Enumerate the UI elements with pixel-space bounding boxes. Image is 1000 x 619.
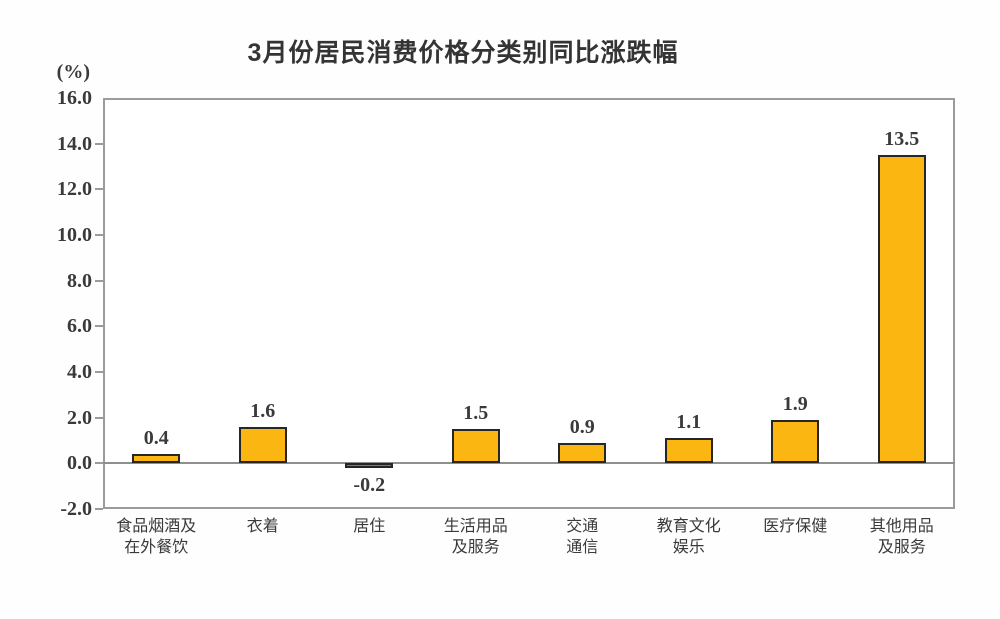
bar-value-label: 1.9 [782, 392, 808, 415]
y-axis-tick [95, 462, 103, 465]
y-axis-tick-label: 4.0 [67, 361, 92, 383]
y-axis-tick-label: 2.0 [67, 406, 92, 429]
category-label: 医疗保健 [763, 518, 828, 535]
y-axis-tick-label: 16.0 [57, 87, 92, 109]
y-axis-tick-label: 14.0 [57, 132, 92, 155]
y-axis-tick [95, 188, 103, 191]
bar-value-label: 1.5 [463, 402, 489, 425]
bar-negative [345, 463, 394, 468]
bar-value-label: -0.2 [353, 473, 386, 496]
bar-value-label: 0.4 [143, 427, 169, 450]
y-axis-tick-label: 12.0 [57, 178, 92, 201]
y-axis-tick [95, 371, 103, 373]
category-label: 食品烟酒及 在外餐饮 [116, 518, 197, 556]
bar [771, 419, 820, 464]
bar [877, 155, 926, 464]
y-axis-tick [95, 508, 103, 510]
bar [238, 426, 287, 464]
bar [558, 442, 607, 464]
category-label: 教育文化 娱乐 [656, 518, 721, 556]
y-axis-tick-label: -2.0 [60, 498, 92, 520]
bar-value-label: 13.5 [884, 128, 920, 151]
category-label: 居住 [353, 518, 386, 535]
bar-value-label: 0.9 [569, 415, 595, 438]
bar [132, 454, 181, 464]
y-axis-tick-label: 8.0 [67, 269, 92, 292]
category-label: 其他用品 及服务 [869, 518, 934, 556]
bar [664, 438, 713, 464]
y-axis-tick [95, 416, 103, 419]
bar [451, 429, 500, 464]
y-axis-tick-label: 0.0 [67, 452, 92, 475]
category-label: 生活用品 及服务 [443, 518, 508, 556]
bar-value-label: 1.1 [676, 411, 702, 434]
chart-title: 3月份居民消费价格分类别同比涨跌幅 [247, 39, 679, 67]
y-axis-tick-label: 6.0 [67, 315, 92, 338]
category-label: 衣着 [246, 518, 279, 535]
y-axis-tick-label: 10.0 [57, 224, 92, 246]
bar-value-label: 1.6 [250, 399, 276, 422]
plot-frame [103, 98, 955, 509]
category-label: 交通 通信 [566, 518, 599, 556]
y-axis-tick [95, 279, 103, 282]
y-axis-tick [95, 234, 103, 236]
y-axis-unit-label: (%) [56, 61, 90, 83]
zero-line [103, 462, 955, 465]
y-axis-tick [95, 325, 103, 328]
y-axis-tick [95, 142, 103, 145]
